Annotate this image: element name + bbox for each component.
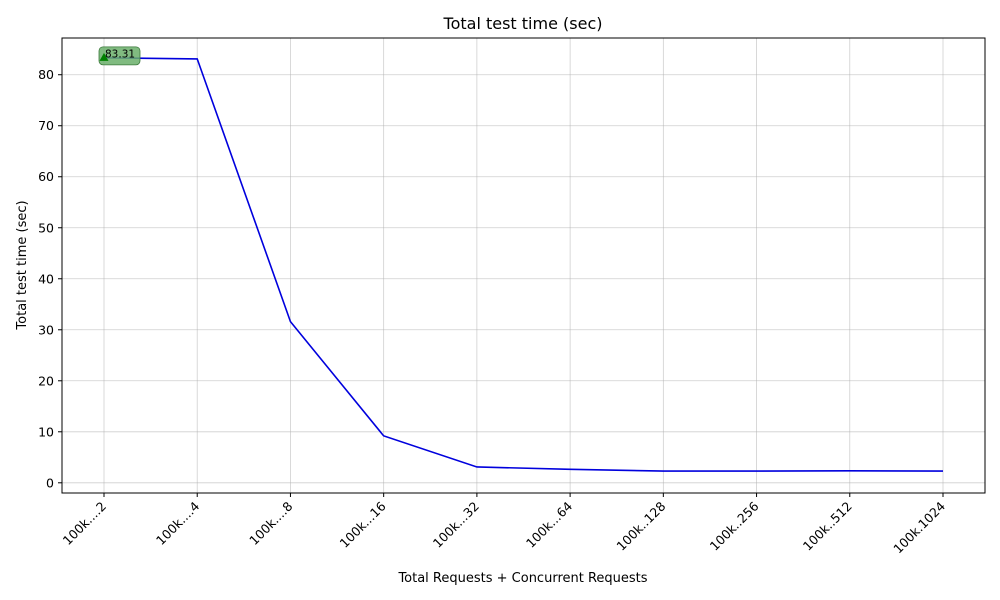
max-point-marker xyxy=(99,52,109,61)
chart-title: Total test time (sec) xyxy=(443,14,603,33)
max-value-annotation: 83.31 xyxy=(98,46,141,66)
y-tick-label: 80 xyxy=(38,67,54,82)
y-axis-label: Total test time (sec) xyxy=(15,200,30,330)
y-tick-label: 50 xyxy=(38,220,54,235)
x-tick-label: 100k...16 xyxy=(337,498,389,550)
y-tick-label: 30 xyxy=(38,322,54,337)
x-tick-label: 100k....8 xyxy=(246,498,295,547)
x-axis: 100k....2 100k....4 100k....8 100k...16 100k… xyxy=(60,493,948,556)
x-tick-label: 100k..512 xyxy=(800,499,855,554)
y-tick-label: 0 xyxy=(46,475,54,490)
annotation-layer: 83.31 xyxy=(98,46,141,66)
x-tick-label: 100k..128 xyxy=(613,498,668,553)
x-tick-label: 100k...64 xyxy=(523,498,575,550)
y-tick-label: 70 xyxy=(38,118,54,133)
y-axis: 0 10 20 30 40 50 60 70 80 xyxy=(38,67,62,490)
y-tick-label: 60 xyxy=(38,169,54,184)
annotation-box xyxy=(98,46,141,66)
x-tick-label: 100k..256 xyxy=(707,498,762,553)
x-axis-label: Total Requests + Concurrent Requests xyxy=(397,571,647,586)
series-layer xyxy=(103,57,944,472)
annotation-label: 83.31 xyxy=(105,48,135,60)
series-line xyxy=(103,57,944,472)
y-tick-label: 40 xyxy=(38,271,54,286)
x-tick-label: 100k....2 xyxy=(60,499,109,548)
y-tick-label: 20 xyxy=(38,373,54,388)
x-tick-label: 100k...32 xyxy=(430,499,482,551)
grid-layer xyxy=(62,38,985,493)
y-tick-label: 10 xyxy=(38,424,54,439)
plot-area-frame xyxy=(61,37,986,494)
x-tick-label: 100k.1024 xyxy=(890,498,948,556)
x-tick-label: 100k....4 xyxy=(153,498,202,547)
